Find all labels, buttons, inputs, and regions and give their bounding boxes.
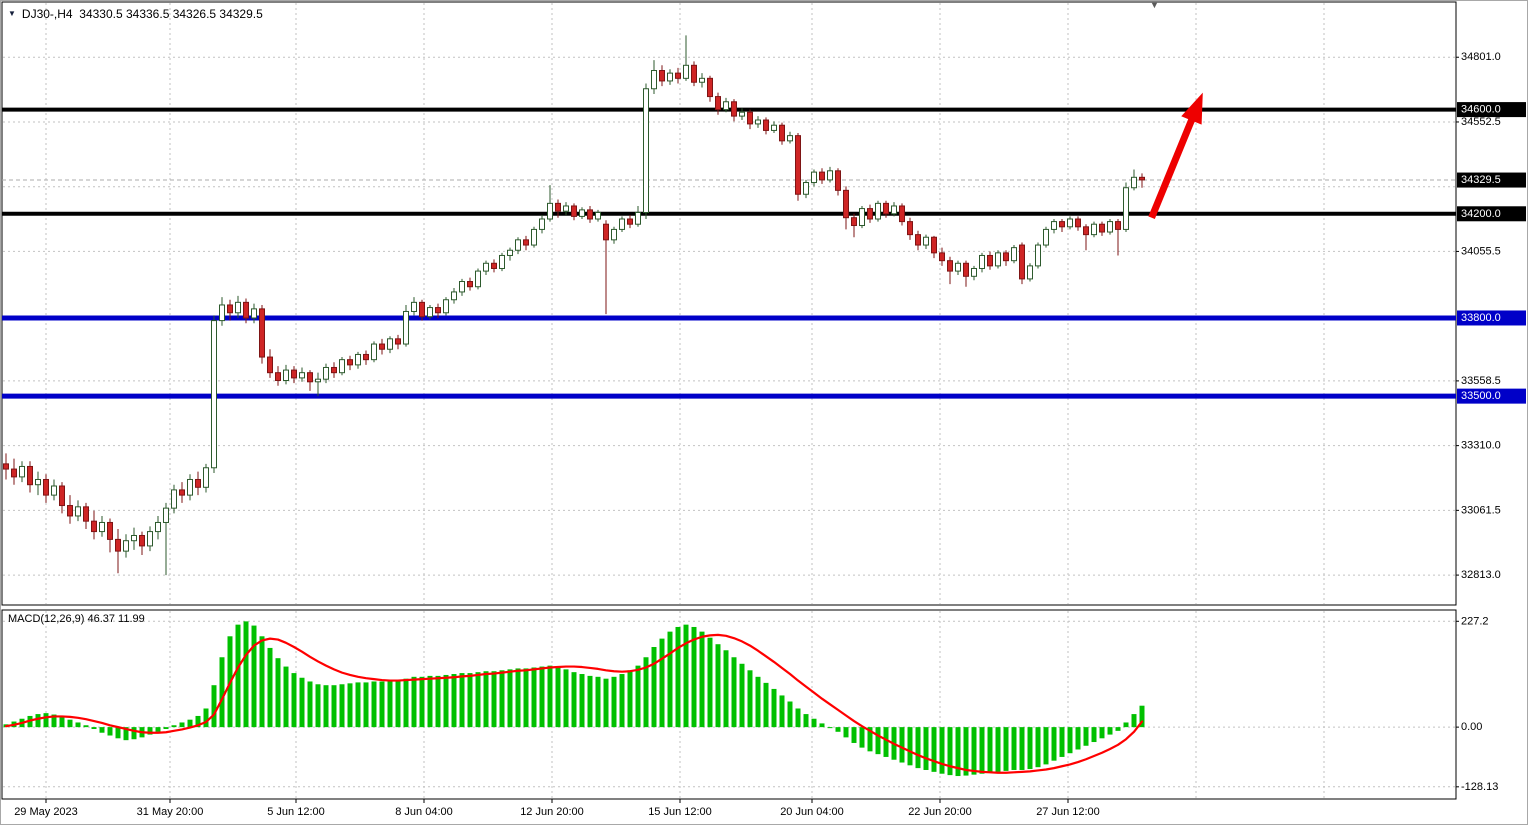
price-badge [1457,102,1526,118]
price-tick-label: 34801.0 [1461,51,1501,63]
grid [3,3,1455,798]
price-badge [1457,388,1526,404]
trend-arrow [1148,92,1203,220]
price-badge-label: 34600.0 [1461,104,1501,116]
price-badges: 34600.0 34200.0 33800.0 33500.0 34329.5 [1457,102,1526,404]
symbol-info[interactable]: ▼ DJ30-,H4 34330.5 34336.5 34326.5 34329… [8,7,263,21]
time-tick-label: 5 Jun 12:00 [267,806,325,818]
macd-tick-label: 0.00 [1461,721,1482,733]
macd-histogram [3,621,1145,777]
price-tick-label: 34552.5 [1461,116,1501,128]
chart-shift-marker-icon[interactable]: ▼ [1150,0,1159,10]
candles [3,35,1145,576]
price-tick-label: 34055.5 [1461,245,1501,257]
symbol-dropdown-icon[interactable]: ▼ [8,9,16,18]
price-axis: 34801.0 34552.5 34055.5 33558.5 33310.0 33061… [1456,51,1501,793]
price-badge-label: 33500.0 [1461,390,1501,402]
price-badge [1457,310,1526,326]
macd-tick-label: -128.13 [1461,781,1498,793]
time-tick-label: 12 Jun 20:00 [520,806,584,818]
price-tick-label: 33310.0 [1461,440,1501,452]
symbol-quote-line: DJ30-,H4 34330.5 34336.5 34326.5 34329.5 [21,7,263,21]
time-tick-label: 22 Jun 20:00 [908,806,972,818]
time-tick-label: 8 Jun 04:00 [395,806,453,818]
price-tick-label: 32813.0 [1461,569,1501,581]
macd-indicator-label: MACD(12,26,9) 46.37 11.99 [8,613,145,625]
price-badge-label: 34200.0 [1461,208,1501,220]
time-tick-label: 20 Jun 04:00 [780,806,844,818]
price-badge-label: 34329.5 [1461,174,1501,186]
price-tick-label: 33558.5 [1461,375,1501,387]
time-tick-label: 31 May 20:00 [137,806,204,818]
price-tick-label: 33061.5 [1461,504,1501,516]
time-tick-label: 15 Jun 12:00 [648,806,712,818]
time-tick-label: 29 May 2023 [14,806,78,818]
price-badge-label: 33800.0 [1461,312,1501,324]
macd-tick-label: 227.2 [1461,615,1489,627]
time-axis: 29 May 2023 31 May 20:00 5 Jun 12:00 8 Jun … [14,799,1100,818]
macd-signal-line [4,633,1144,774]
time-tick-label: 27 Jun 12:00 [1036,806,1100,818]
price-badge [1457,206,1526,222]
price-badge [1457,172,1526,188]
